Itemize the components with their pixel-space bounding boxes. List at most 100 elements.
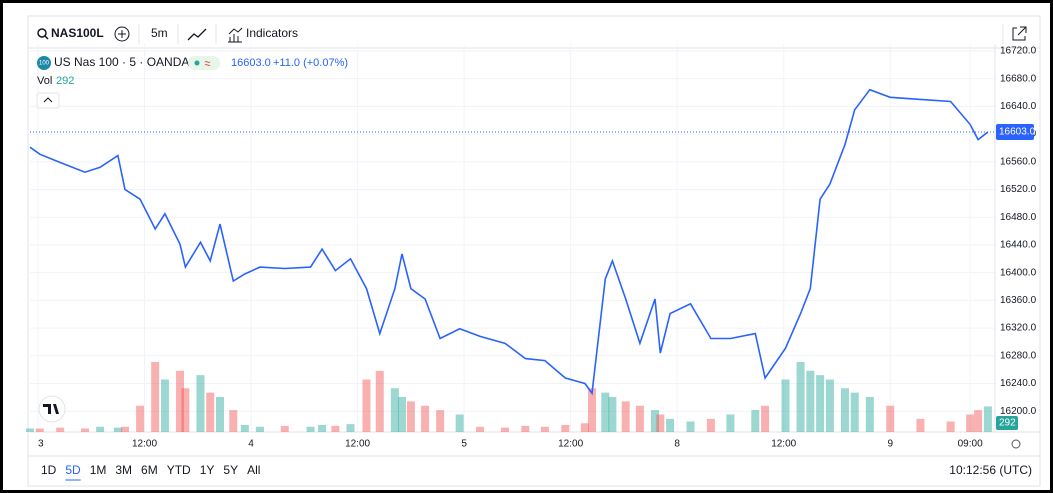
period-button[interactable]: 1Y — [200, 463, 215, 477]
volume-label: Vol — [37, 75, 52, 87]
volume-bar — [160, 379, 169, 432]
volume-bar — [151, 362, 160, 432]
volume-bar — [886, 405, 895, 432]
volume-bar — [840, 388, 849, 432]
chart-type-button[interactable] — [187, 28, 207, 41]
volume-bar — [540, 426, 549, 432]
symbol-button[interactable]: NAS100L — [51, 26, 104, 40]
settings-button[interactable] — [1011, 439, 1021, 449]
logo-mark — [43, 404, 59, 414]
volume-bar — [375, 370, 384, 432]
volume-bar — [421, 405, 430, 432]
volume-bar — [621, 401, 630, 432]
volume-bar — [26, 428, 34, 432]
volume-bar — [113, 427, 122, 432]
volume-bar — [306, 426, 315, 432]
volume-bar — [686, 421, 695, 432]
indicators-button[interactable]: Indicators — [246, 26, 298, 40]
volume-bar — [390, 388, 399, 432]
badge-text: 100 — [39, 61, 50, 67]
period-button[interactable]: 1D — [41, 463, 57, 477]
logo-bg — [38, 395, 66, 423]
y-tick-label: 16400.0 — [1000, 267, 1037, 278]
volume-bar — [56, 427, 65, 432]
volume-bar — [206, 392, 215, 432]
popout-button[interactable] — [1012, 26, 1027, 41]
volume-bar — [650, 410, 659, 432]
volume-bar — [916, 418, 925, 432]
volume-bar — [181, 388, 190, 432]
volume-bar — [229, 410, 238, 432]
volume-bar — [865, 397, 874, 432]
volume-bar — [761, 405, 770, 432]
volume-bar — [796, 362, 805, 432]
collapse-icon — [43, 97, 53, 103]
x-tick-label: 12:00 — [771, 439, 796, 450]
volume-bar — [255, 426, 264, 432]
y-tick-label: 16480.0 — [1000, 212, 1037, 223]
volume-bar — [850, 392, 859, 432]
volume-tag — [996, 416, 1018, 430]
volume-bar — [751, 410, 760, 432]
add-symbol[interactable] — [114, 26, 130, 42]
volume-bar — [436, 410, 445, 432]
x-tick-label: 5 — [461, 439, 467, 450]
clock: 10:12:56 (UTC) — [949, 463, 1032, 477]
volume-bar — [331, 425, 340, 432]
status-icon — [204, 60, 211, 67]
interval-button[interactable]: 5m — [151, 26, 168, 40]
volume-bar — [81, 428, 90, 432]
plot: 16200.0 16240.0 16280.0 16320.0 16360.0 16400… — [26, 44, 1040, 450]
x-tick-label: 9 — [887, 439, 893, 450]
period-button[interactable]: All — [247, 463, 260, 477]
period-button[interactable]: YTD — [167, 463, 191, 477]
collapse-button[interactable] — [36, 92, 60, 109]
volume-bar — [521, 425, 530, 432]
volume-bar — [656, 414, 665, 432]
legend: 100 US Nas 100 · 5 · OANDA 16603.0 +11.0… — [36, 55, 348, 109]
volume-bar — [587, 388, 596, 432]
x-tick-label: 09:00 — [958, 439, 983, 450]
volume-bar — [580, 423, 589, 432]
volume-bar — [215, 397, 224, 432]
volume-bar — [608, 397, 617, 432]
volume-bar — [346, 424, 355, 432]
instrument-name: US Nas 100 · 5 · OANDA — [54, 55, 189, 69]
volume-bar — [825, 379, 834, 432]
x-tick-label: 3 — [38, 439, 44, 450]
period-button[interactable]: 1M — [90, 463, 107, 477]
volume-bar — [397, 397, 406, 432]
x-tick-label: 12:00 — [558, 439, 583, 450]
status-dot — [194, 60, 200, 66]
volume-bar — [362, 379, 371, 432]
y-tick-label: 16320.0 — [1000, 323, 1037, 334]
volume-tag-text: 292 — [999, 418, 1016, 429]
period-button[interactable]: 5Y — [223, 463, 238, 477]
period-button[interactable]: 5D — [65, 463, 81, 477]
volume-bar — [946, 421, 955, 432]
period-button[interactable]: 3M — [115, 463, 132, 477]
volume-bar — [280, 425, 289, 432]
volume-bar — [983, 406, 992, 432]
volume-value: 292 — [56, 75, 74, 87]
volume-bar — [806, 370, 815, 432]
x-tick-label: 12:00 — [132, 439, 157, 450]
x-tick-label: 8 — [674, 439, 680, 450]
search-icon — [37, 28, 47, 38]
period-bar: 1D 5D 1M 3M 6M YTD 1Y 5Y All — [41, 463, 260, 481]
add-icon — [118, 30, 126, 38]
y-tick-label: 16280.0 — [1000, 350, 1037, 361]
period-button[interactable]: 6M — [141, 463, 158, 477]
price-change: +11.0 (+0.07%) — [273, 57, 348, 69]
volume-bar — [601, 392, 610, 432]
price-line — [29, 88, 989, 396]
y-tick-label: 16680.0 — [1000, 73, 1037, 84]
volume-bar — [35, 428, 44, 432]
y-tick-label: 16640.0 — [1000, 101, 1037, 112]
y-tick-label: 16360.0 — [1000, 295, 1037, 306]
volume-bar — [974, 410, 983, 432]
y-tick-label: 16200.0 — [1000, 406, 1037, 417]
y-tick-label: 16520.0 — [1000, 184, 1037, 195]
